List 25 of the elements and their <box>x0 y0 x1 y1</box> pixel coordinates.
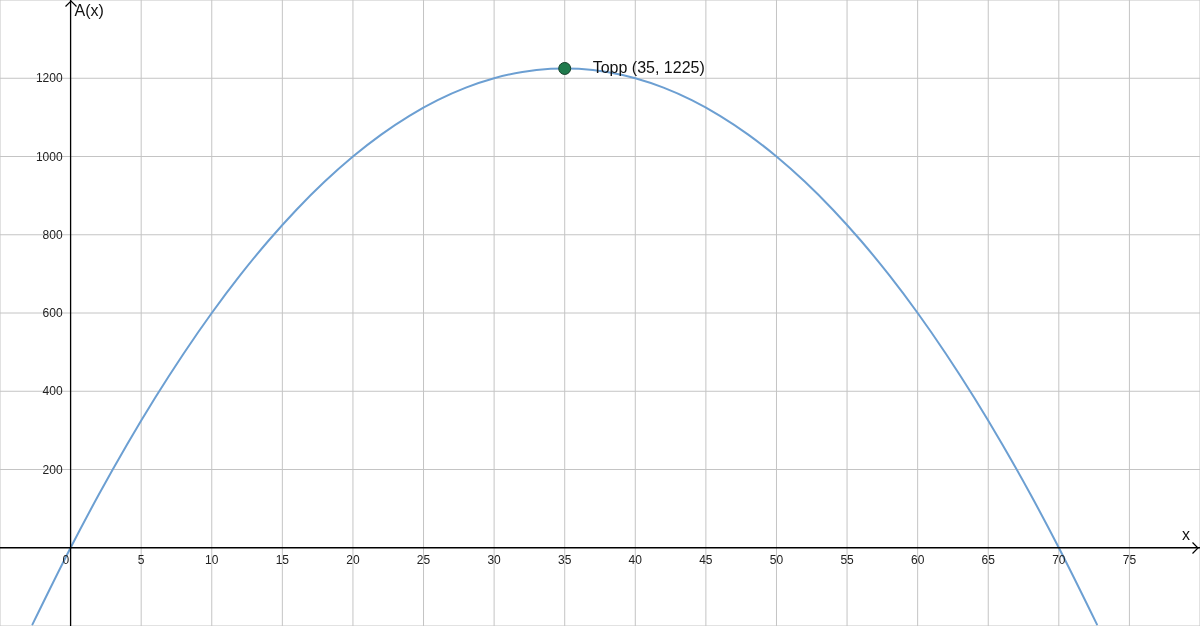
y-tick-label: 600 <box>42 306 63 321</box>
x-tick-label: 75 <box>1122 553 1137 568</box>
x-tick-label: 15 <box>275 553 290 568</box>
y-tick-label: 200 <box>42 462 63 477</box>
x-tick-label: 65 <box>981 553 996 568</box>
y-tick-label: 1200 <box>35 71 63 86</box>
y-tick-label: 1000 <box>35 149 63 164</box>
x-tick-label: 50 <box>769 553 784 568</box>
x-tick-label: 45 <box>699 553 713 568</box>
x-axis-title: x <box>1182 525 1190 544</box>
x-tick-label: 40 <box>628 553 643 568</box>
y-axis-title: A(x) <box>74 2 104 20</box>
x-tick-label: 20 <box>346 553 360 568</box>
annotation: Topp (35, 1225) <box>592 59 705 78</box>
y-tick-label: 400 <box>42 384 63 399</box>
x-tick-label: 55 <box>840 553 855 568</box>
x-tick-label: 35 <box>558 553 572 568</box>
x-tick-label: 5 <box>137 553 145 568</box>
x-tick-label: 10 <box>205 553 219 568</box>
x-tick-label: 0 <box>62 553 70 568</box>
x-tick-label: 30 <box>487 553 502 568</box>
x-tick-label: 70 <box>1052 553 1066 568</box>
x-tick-label: 25 <box>416 553 431 568</box>
y-tick-label: 800 <box>42 227 63 242</box>
x-tick-label: 60 <box>910 553 925 568</box>
